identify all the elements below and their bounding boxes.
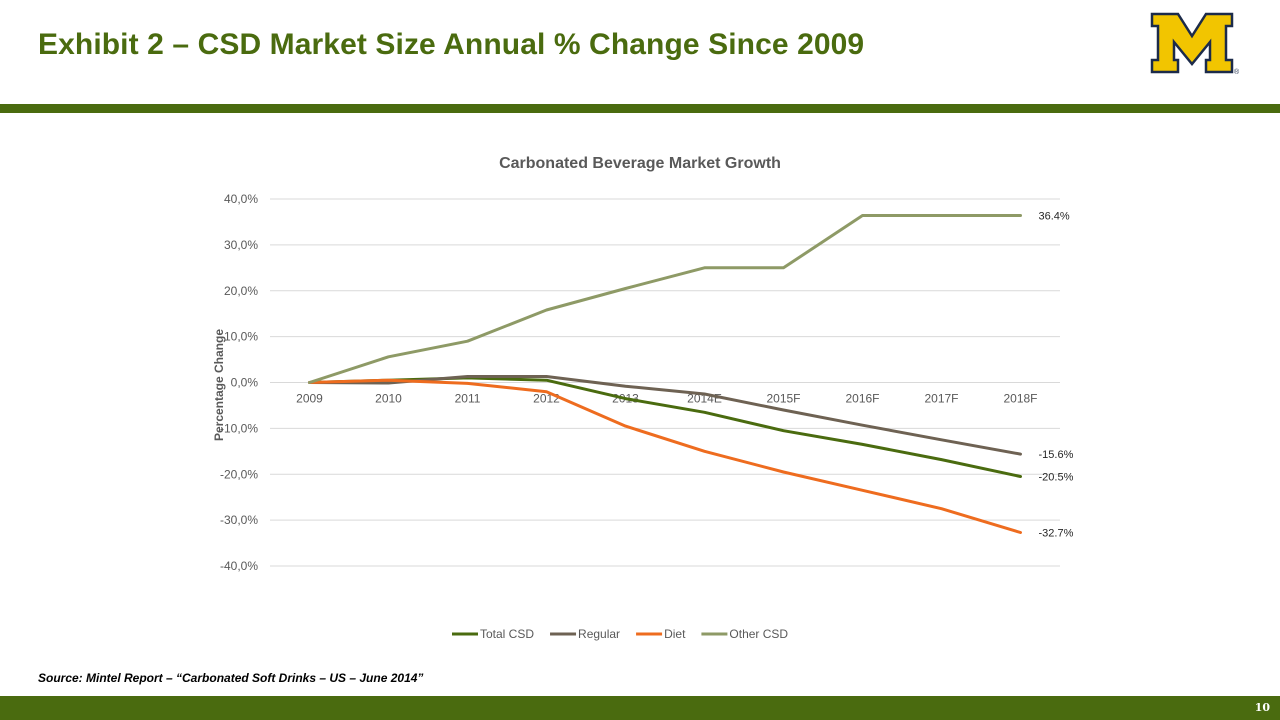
data-point-other-csd <box>466 340 469 343</box>
data-point-regular <box>624 384 627 388</box>
series-end-labels: -20.5% -15.6% -32.7% 36.4% <box>1039 211 1074 540</box>
data-point-other-csd <box>1019 214 1022 217</box>
data-point-other-csd <box>387 355 390 359</box>
data-point-diet <box>782 470 785 474</box>
data-point-total-csd <box>1019 475 1022 478</box>
legend-label: Total CSD <box>480 627 534 641</box>
x-tick-label: 2017F <box>924 392 958 406</box>
series-line-other-csd <box>308 214 1022 384</box>
source-note: Source: Mintel Report – “Carbonated Soft… <box>38 671 424 685</box>
data-point-regular <box>861 423 864 427</box>
chart-series <box>308 214 1022 534</box>
legend-item-regular: Regular <box>550 627 620 641</box>
logo-m-shape <box>1150 12 1234 74</box>
data-label-regular: -15.6% <box>1039 449 1074 461</box>
data-point-total-csd <box>940 458 943 461</box>
chart-title: Carbonated Beverage Market Growth <box>499 155 781 172</box>
series-line-regular <box>308 375 1022 456</box>
x-tick-label: 2012 <box>533 392 560 406</box>
data-point-other-csd <box>308 381 311 384</box>
data-point-other-csd <box>624 287 627 290</box>
data-point-other-csd <box>545 308 548 312</box>
data-point-diet <box>466 382 469 385</box>
data-label-total-csd: -20.5% <box>1039 472 1074 484</box>
data-point-diet <box>624 424 627 428</box>
data-point-diet <box>387 379 390 382</box>
y-axis-label: Percentage Change <box>212 329 226 441</box>
line-chart: Carbonated Beverage Market Growth 40,0% 3… <box>212 155 1074 641</box>
y-tick-label: 40,0% <box>224 192 258 206</box>
data-point-other-csd <box>861 214 864 217</box>
data-point-regular <box>387 381 390 385</box>
data-point-total-csd <box>703 411 706 414</box>
data-point-other-csd <box>940 214 943 217</box>
data-point-regular <box>545 375 548 378</box>
chart-legend: Total CSD Regular Diet Other CSD <box>452 627 788 641</box>
data-point-diet <box>1019 531 1022 534</box>
data-point-other-csd <box>703 266 706 270</box>
x-tick-label: 2011 <box>455 392 481 406</box>
data-point-regular <box>703 392 706 396</box>
x-tick-label: 2009 <box>296 392 323 406</box>
data-label-other-csd: 36.4% <box>1039 211 1070 223</box>
data-point-total-csd <box>861 443 864 446</box>
series-line-diet <box>308 378 1022 534</box>
legend-label: Diet <box>664 627 686 641</box>
x-tick-label: 2016F <box>845 392 879 406</box>
data-point-total-csd <box>782 429 785 432</box>
data-point-total-csd <box>545 379 548 382</box>
x-tick-label: 2015F <box>766 392 800 406</box>
y-axis-ticks: 40,0% 30,0% 20,0% 10,0% 0,0% -10,0% -20,0% -30,… <box>220 192 258 573</box>
footer-bar: 10 <box>0 696 1280 720</box>
y-tick-label: -10,0% <box>220 421 258 435</box>
data-label-diet: -32.7% <box>1039 528 1074 540</box>
y-tick-label: -30,0% <box>220 513 258 527</box>
x-axis-ticks: 2009 2010 2011 2012 2013 2014E 2015F 2016F 2017F… <box>296 392 1037 406</box>
data-point-diet <box>940 507 943 510</box>
legend-item-diet: Diet <box>636 627 686 641</box>
data-point-regular <box>782 408 785 412</box>
data-point-diet <box>861 489 864 492</box>
university-logo: ® <box>1150 12 1240 76</box>
y-tick-label: 30,0% <box>224 238 258 252</box>
y-tick-label: 20,0% <box>224 284 258 298</box>
page-number: 10 <box>1254 701 1270 714</box>
data-point-regular <box>940 438 943 442</box>
legend-label: Other CSD <box>729 627 788 641</box>
y-tick-label: -40,0% <box>220 559 258 573</box>
header-rule <box>0 104 1280 113</box>
x-tick-label: 2018F <box>1003 392 1037 406</box>
legend-item-other-csd: Other CSD <box>701 627 788 641</box>
data-point-regular <box>466 375 469 378</box>
data-point-other-csd <box>782 266 785 270</box>
data-point-regular <box>1019 452 1022 456</box>
y-tick-label: -20,0% <box>220 467 258 481</box>
legend-item-total-csd: Total CSD <box>452 627 534 641</box>
series-line-total-csd <box>308 376 1022 478</box>
data-point-total-csd <box>624 397 627 400</box>
y-tick-label: 10,0% <box>224 330 258 344</box>
x-tick-label: 2010 <box>375 392 402 406</box>
legend-label: Regular <box>578 627 620 641</box>
data-point-diet <box>703 450 706 453</box>
logo-registered-mark: ® <box>1234 68 1240 76</box>
y-tick-label: 0,0% <box>231 376 259 390</box>
data-point-diet <box>545 390 548 393</box>
slide-title: Exhibit 2 – CSD Market Size Annual % Cha… <box>38 28 865 61</box>
